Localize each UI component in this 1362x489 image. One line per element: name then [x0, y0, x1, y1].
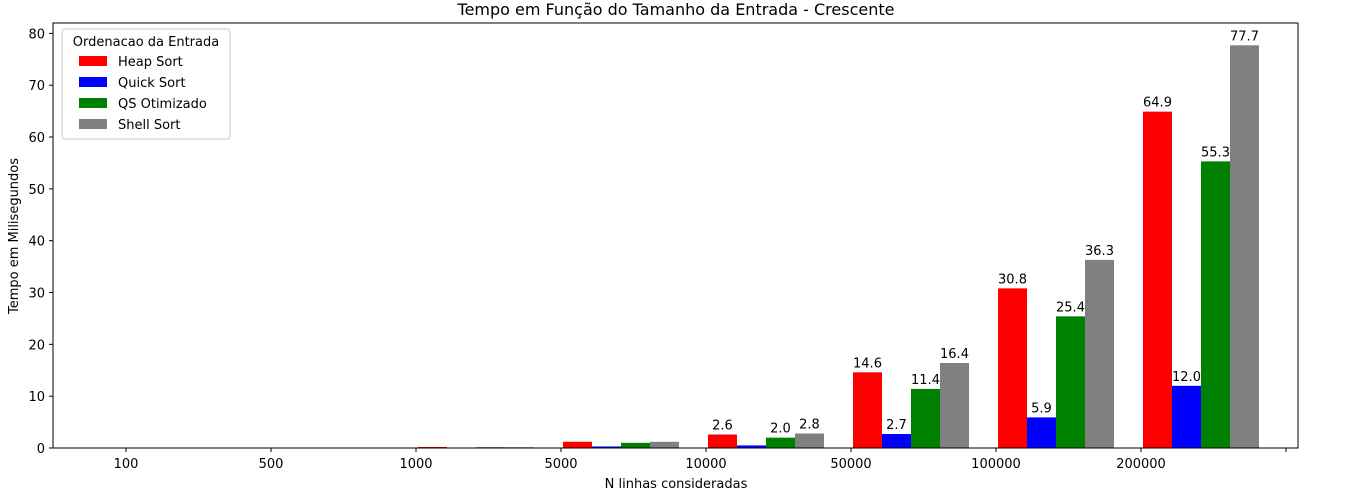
bar-heap-sort-10000: [708, 434, 737, 448]
legend-entry: Shell Sort: [118, 118, 181, 133]
bar-value-label: 64.9: [1143, 96, 1172, 111]
bar-value-label: 14.6: [853, 356, 882, 371]
y-tick-label: 50: [28, 183, 45, 198]
bar-value-label: 25.4: [1056, 300, 1085, 315]
bar-shell-sort-100000: [1085, 259, 1114, 448]
x-tick-label: 500: [259, 457, 284, 472]
bar-quick-sort-200000: [1172, 385, 1201, 448]
y-tick-label: 80: [28, 27, 45, 42]
legend-entry: QS Otimizado: [118, 97, 207, 112]
bar-heap-sort-100000: [998, 288, 1027, 448]
legend-swatch: [79, 56, 107, 66]
y-tick-label: 60: [28, 131, 45, 146]
bar-quick-sort-5000: [592, 446, 621, 448]
bar-quick-sort-10000: [737, 445, 766, 448]
y-axis: 0 10 20 30 40 50 60 70 80: [28, 27, 53, 457]
bar-shell-sort-5000: [650, 441, 679, 448]
legend-swatch: [79, 119, 107, 129]
x-axis-label: N linhas consideradas: [605, 477, 748, 489]
bar-heap-sort-50000: [853, 372, 882, 448]
bar-value-label: 30.8: [998, 272, 1027, 287]
x-axis: 100 500 1000 5000 10000 50000 100000 200000: [114, 448, 1287, 472]
legend-swatch: [79, 77, 107, 87]
bar-heap-sort-5000: [563, 441, 592, 448]
legend-swatch: [79, 98, 107, 108]
y-tick-label: 40: [28, 235, 45, 250]
plot-frame: [52, 22, 1299, 449]
bars-group: [128, 45, 1259, 449]
bar-quick-sort-50000: [882, 434, 911, 448]
legend-entry: Quick Sort: [118, 76, 186, 91]
bar-labels-group: 2.6 14.6 30.8 64.9 2.7 5.9 12.0 2.0 11.4 25.4 55.3…: [712, 29, 1259, 436]
bar-value-label: 36.3: [1085, 244, 1114, 259]
bar-value-label: 2.6: [712, 419, 733, 434]
bar-value-label: 5.9: [1031, 401, 1052, 416]
bar-quick-sort-100000: [1027, 417, 1056, 448]
bar-value-label: 11.4: [911, 373, 940, 388]
x-tick-label: 10000: [685, 457, 726, 472]
bar-value-label: 12.0: [1172, 370, 1201, 385]
bar-value-label: 2.8: [799, 417, 820, 432]
y-tick-label: 20: [28, 338, 45, 353]
bar-value-label: 16.4: [940, 347, 969, 362]
x-tick-label: 50000: [830, 457, 871, 472]
bar-shell-sort-50000: [940, 363, 969, 448]
y-axis-label: Tempo em Milisegundos: [7, 158, 22, 315]
bar-shell-sort-10000: [795, 433, 824, 448]
bar-qs-otimizado-100000: [1056, 316, 1085, 448]
x-tick-label: 100000: [971, 457, 1021, 472]
bar-heap-sort-1000: [418, 446, 447, 448]
bar-shell-sort-200000: [1230, 45, 1259, 448]
legend: Ordenacao da Entrada Heap Sort Quick Sort Q…: [61, 28, 231, 140]
bar-value-label: 77.7: [1230, 29, 1259, 44]
x-tick-label: 200000: [1116, 457, 1166, 472]
x-tick-label: 100: [114, 457, 139, 472]
x-tick-label: 1000: [399, 457, 432, 472]
bar-qs-otimizado-5000: [621, 442, 650, 448]
bar-qs-otimizado-50000: [911, 388, 940, 448]
bar-heap-sort-200000: [1143, 111, 1172, 448]
y-tick-label: 30: [28, 287, 45, 302]
bar-value-label: 2.0: [770, 422, 791, 437]
y-tick-label: 70: [28, 79, 45, 94]
legend-entry: Heap Sort: [118, 55, 183, 70]
bar-value-label: 55.3: [1201, 145, 1230, 160]
bar-qs-otimizado-10000: [766, 437, 795, 448]
x-tick-label: 5000: [544, 457, 577, 472]
legend-title: Ordenacao da Entrada: [73, 35, 219, 50]
bar-qs-otimizado-200000: [1201, 161, 1230, 448]
chart-title: Tempo em Função do Tamanho da Entrada - …: [457, 0, 895, 19]
y-tick-label: 10: [28, 390, 45, 405]
y-tick-label: 0: [37, 442, 45, 457]
bar-value-label: 2.7: [886, 418, 907, 433]
